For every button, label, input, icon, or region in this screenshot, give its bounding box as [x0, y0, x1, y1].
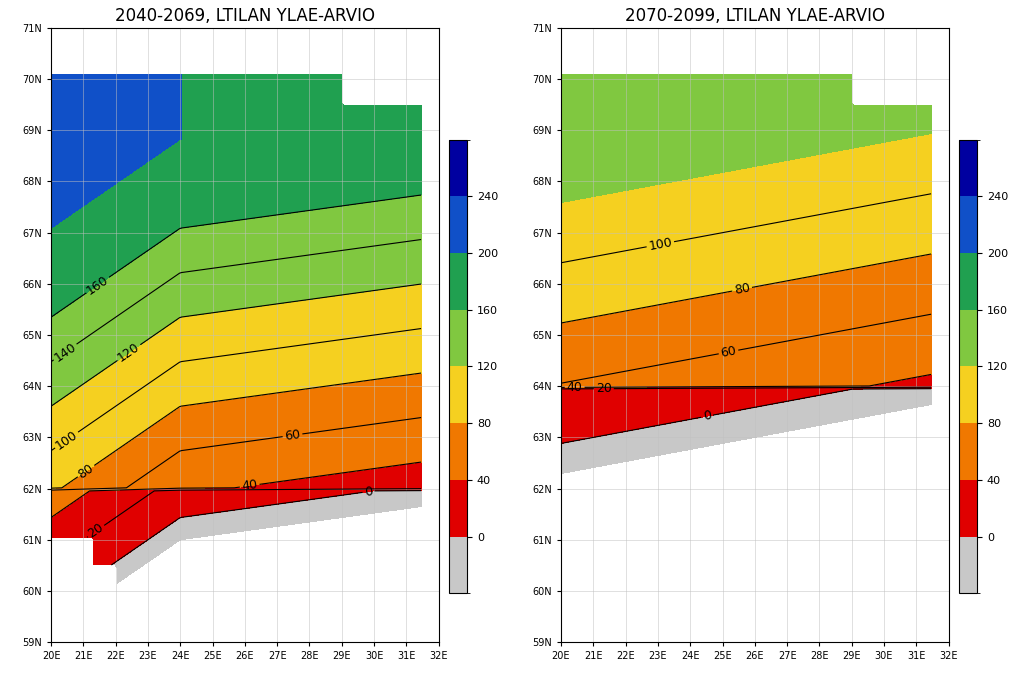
Text: 0: 0 — [701, 409, 711, 423]
Title: 2070-2099, LTILAN YLAE-ARVIO: 2070-2099, LTILAN YLAE-ARVIO — [625, 7, 883, 25]
Text: 160: 160 — [85, 273, 111, 297]
Text: 40: 40 — [240, 478, 258, 493]
Title: 2040-2069, LTILAN YLAE-ARVIO: 2040-2069, LTILAN YLAE-ARVIO — [115, 7, 374, 25]
Text: 120: 120 — [115, 341, 143, 364]
Text: 80: 80 — [75, 461, 96, 481]
Text: 20: 20 — [86, 521, 106, 541]
Text: 60: 60 — [718, 344, 737, 360]
Text: 40: 40 — [567, 381, 582, 394]
Text: 80: 80 — [733, 281, 750, 297]
Text: 140: 140 — [52, 340, 78, 364]
Text: 0: 0 — [364, 484, 373, 498]
Text: 60: 60 — [283, 428, 301, 443]
Text: 20: 20 — [595, 383, 611, 395]
Text: 100: 100 — [647, 236, 673, 253]
Text: 100: 100 — [53, 428, 81, 452]
